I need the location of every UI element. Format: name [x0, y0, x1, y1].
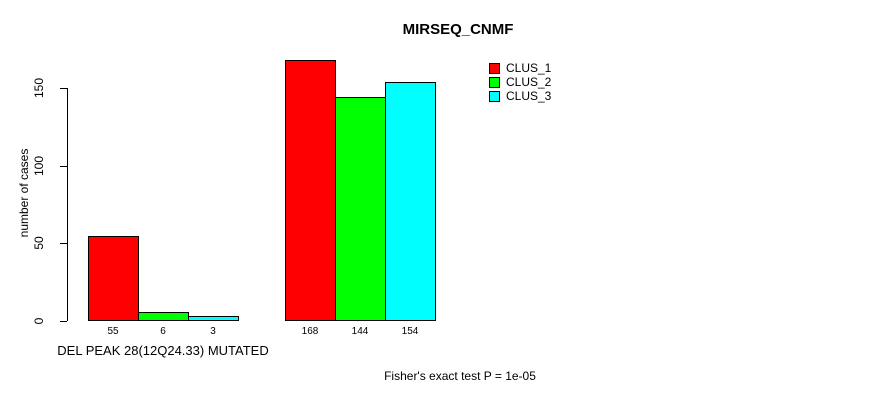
y-axis-tick-label: 150	[32, 77, 46, 99]
bar-value-label: 3	[210, 326, 216, 337]
legend-swatch-clus_2	[489, 77, 500, 88]
y-axis-title: number of cases	[17, 148, 31, 238]
legend-item-label: CLUS_1	[506, 61, 552, 75]
x-axis-group-label: DEL PEAK 28(12Q24.33) MUTATED	[57, 343, 269, 358]
chart-title: MIRSEQ_CNMF	[402, 21, 514, 38]
bar-clus_1-group1	[88, 236, 139, 321]
fisher-test-annotation: Fisher's exact test P = 1e-05	[384, 369, 536, 383]
bar-value-label: 168	[301, 326, 319, 337]
legend-swatch-clus_1	[489, 63, 500, 74]
y-axis-tick-label: 50	[32, 236, 46, 251]
bar-clus_3-group1	[188, 316, 239, 321]
legend-swatch-clus_3	[489, 91, 500, 102]
y-axis-tick	[60, 321, 67, 322]
y-axis-tick	[60, 243, 67, 245]
y-axis-tick-label: 0	[32, 317, 46, 325]
bar-clus_2-group1	[138, 312, 189, 321]
legend-item-label: CLUS_3	[506, 89, 552, 103]
bar-value-label: 6	[160, 326, 166, 337]
legend-item: CLUS_3	[489, 89, 552, 103]
bar-clus_1-group2	[285, 60, 336, 321]
y-axis-tick	[60, 88, 67, 89]
bar-value-label: 144	[351, 326, 369, 337]
bar-clus_3-group2	[385, 82, 436, 321]
y-axis-tick	[60, 165, 67, 167]
bar-value-label: 55	[107, 326, 119, 337]
legend-item-label: CLUS_2	[506, 75, 552, 89]
legend-item: CLUS_1	[489, 61, 552, 75]
legend-item: CLUS_2	[489, 75, 552, 89]
legend: CLUS_1 CLUS_2 CLUS_3	[489, 61, 552, 105]
y-axis-line	[67, 88, 68, 321]
y-axis-tick-label: 100	[32, 155, 46, 176]
bar-clus_2-group2	[335, 97, 386, 321]
bar-value-label: 154	[401, 326, 419, 337]
